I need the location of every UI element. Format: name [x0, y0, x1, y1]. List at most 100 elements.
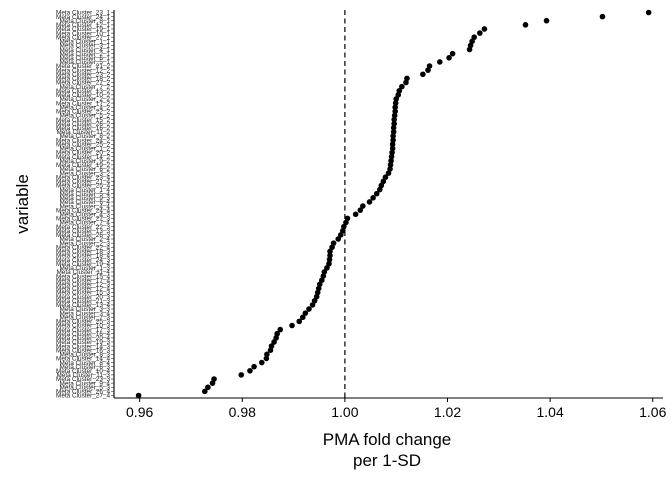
data-point: [306, 306, 312, 312]
data-point: [321, 269, 328, 275]
data-point: [202, 388, 208, 395]
data-point: [330, 240, 337, 246]
y-tick-label: Meta Cluster_9_3: [60, 195, 111, 202]
y-tick-label: Meta Cluster_27_2: [56, 80, 110, 87]
axes: [113, 10, 663, 399]
y-tick-label: Meta Cluster_2_3: [60, 240, 111, 247]
y-tick-label: Meta Cluster_25_2: [56, 141, 110, 148]
y-tick-label: Meta Cluster_22_3: [56, 224, 110, 231]
y-tick-label: Meta Cluster_2_4: [60, 236, 111, 243]
data-point: [326, 256, 333, 263]
data-point: [420, 71, 426, 78]
y-tick-marks: [111, 12, 114, 396]
data-point: [477, 30, 483, 36]
data-point: [373, 190, 380, 197]
data-point: [251, 363, 257, 370]
data-point: [302, 310, 309, 316]
y-tick-label: Meta Cluster_10_1: [56, 30, 110, 37]
y-tick-label: Meta Cluster_17_2: [56, 100, 110, 107]
data-point: [360, 203, 366, 209]
data-point: [391, 120, 397, 127]
x-tick-label: 1.00: [331, 404, 358, 420]
data-point: [264, 351, 270, 358]
data-point: [388, 157, 394, 164]
y-tick-label: Meta Cluster_21_3: [56, 298, 110, 305]
data-point: [289, 322, 295, 329]
data-point: [645, 9, 652, 16]
y-tick-label: Meta Cluster_20_2: [56, 150, 110, 157]
y-tick-label: Meta Cluster_12_3: [56, 282, 110, 289]
x-tick-label: 1.02: [434, 404, 461, 420]
x-axis-title-line-2: per 1-SD: [353, 451, 421, 470]
y-tick-label: Meta Cluster_9_4: [60, 380, 111, 387]
y-tick-label: Meta Cluster_4_4: [60, 203, 111, 210]
y-tick-label: Meta Cluster_13_3: [56, 228, 110, 235]
data-point: [238, 372, 245, 378]
data-point: [366, 199, 373, 205]
y-tick-label: Meta Cluster_10_4: [56, 368, 110, 375]
y-tick-label: Meta Cluster_16_4: [56, 331, 110, 338]
data-point: [390, 125, 397, 131]
data-point: [247, 367, 253, 374]
data-point: [426, 63, 433, 69]
data-point: [277, 326, 284, 333]
y-tick-label: Meta Cluster_19_2: [56, 162, 110, 169]
data-point: [387, 162, 394, 168]
y-tick-label: Meta Cluster_25_4: [56, 183, 110, 190]
y-tick-label: Meta Cluster_22_4: [56, 244, 110, 251]
data-point: [300, 314, 306, 321]
y-tick-label: Meta Cluster_12_1: [56, 22, 110, 29]
y-tick-label: Meta Cluster_1_2: [60, 146, 111, 153]
y-tick-label: Meta Cluster_5_1: [60, 59, 111, 66]
y-tick-label: Meta Cluster_24_4: [56, 207, 110, 214]
y-tick-label: Meta Cluster_6_3: [60, 364, 111, 371]
data-point: [352, 211, 359, 218]
data-point: [396, 87, 403, 94]
y-tick-label: Meta Cluster_20_3: [56, 294, 110, 301]
y-tick-label: Meta Cluster_14_4: [56, 356, 110, 363]
y-tick-label: Meta Cluster_10_3: [56, 323, 110, 330]
data-point: [382, 174, 389, 181]
data-point: [392, 104, 398, 111]
data-point: [389, 141, 396, 148]
data-point: [391, 116, 397, 123]
y-tick-label: Meta Cluster_17_4: [56, 277, 110, 284]
y-tick-label: Meta Cluster_8_4: [60, 360, 111, 367]
y-tick-label: Meta Cluster_8_2: [60, 133, 111, 140]
y-tick-label: Meta Cluster_12_4: [56, 286, 110, 293]
y-tick-label: Meta Cluster_16_2: [56, 125, 110, 132]
y-tick-label: Meta Cluster_7_3: [60, 314, 111, 321]
data-point: [404, 75, 410, 82]
y-tick-label: Meta Cluster_2_1: [60, 51, 111, 58]
y-tick-label: Meta Cluster_13_4: [56, 302, 110, 309]
y-tick-label: Meta Cluster_24_2: [56, 137, 110, 144]
data-point: [296, 318, 303, 325]
data-point: [357, 207, 364, 213]
data-point: [481, 26, 488, 32]
y-tick-label: Meta Cluster_1_3: [60, 265, 111, 272]
x-tick-label: 1.04: [536, 404, 563, 420]
y-axis-title: variable: [13, 174, 32, 234]
y-tick-label: Meta Cluster_6_2: [60, 166, 111, 173]
data-point: [326, 260, 332, 267]
y-tick-label: Meta Cluster_5_3: [60, 384, 111, 391]
data-point: [135, 392, 142, 399]
y-tick-label: Meta Cluster_8_3: [60, 352, 111, 359]
data-point: [258, 359, 265, 366]
y-tick-label: Meta Cluster_7_2: [60, 84, 111, 91]
y-tick-label: Meta Cluster_1_1: [60, 39, 111, 46]
y-tick-label: Meta Cluster_11_4: [56, 269, 110, 276]
y-tick-label: Meta Cluster_24_1: [56, 14, 110, 21]
y-tick-label: Meta Cluster_11_2: [56, 129, 110, 136]
data-points: [135, 9, 652, 399]
y-tick-label: Meta Cluster_23_3: [56, 376, 110, 383]
data-point: [399, 83, 405, 90]
y-tick-label: Meta Cluster_18_3: [56, 249, 110, 256]
x-tick-label: 1.06: [639, 404, 666, 420]
data-point: [205, 384, 211, 391]
y-tick-label: Meta Cluster_6_4: [60, 199, 111, 206]
y-tick-label: Meta Cluster_11_3: [56, 372, 110, 379]
y-tick-label: Meta Cluster_18_2: [56, 76, 110, 83]
y-tick-label: Meta Cluster_24_3: [56, 257, 110, 264]
y-tick-label: Meta Cluster_27_3: [56, 216, 110, 223]
